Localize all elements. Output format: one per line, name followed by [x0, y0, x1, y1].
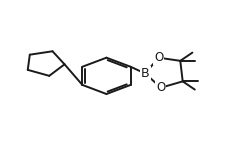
Text: O: O	[154, 51, 163, 64]
Text: B: B	[141, 67, 150, 80]
Text: O: O	[156, 81, 166, 94]
